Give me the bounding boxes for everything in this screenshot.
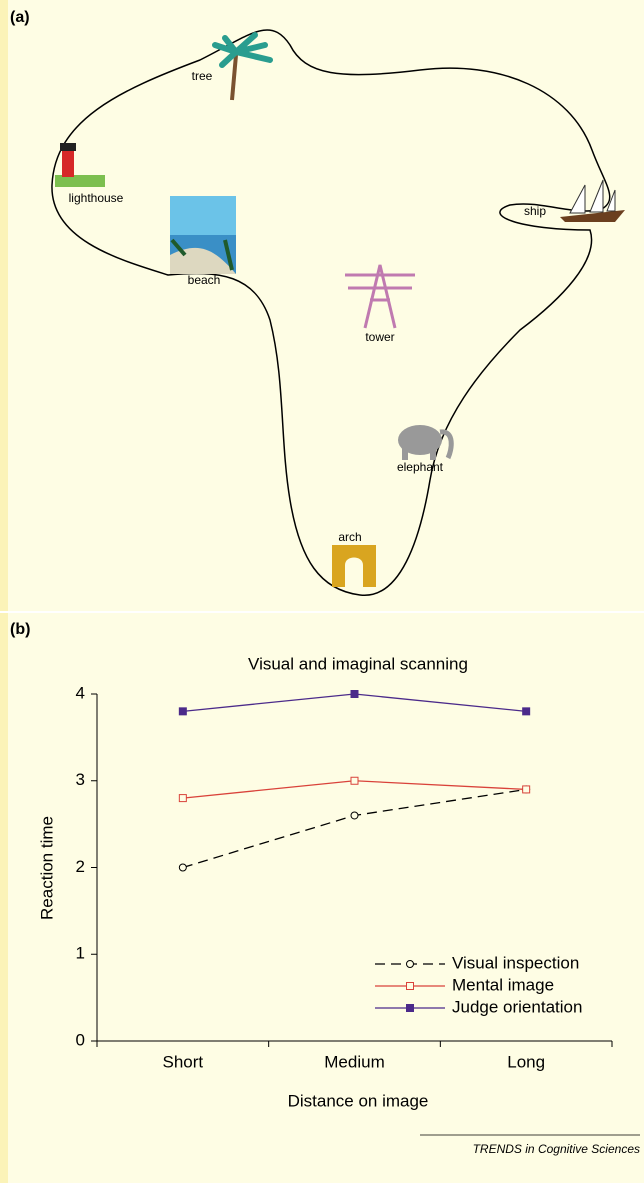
panel-label: (b) (10, 621, 30, 638)
marker (523, 786, 530, 793)
y-tick-label: 1 (76, 944, 85, 963)
marker (523, 708, 530, 715)
y-axis-label: Reaction time (37, 816, 56, 920)
marker (351, 691, 358, 698)
marker (179, 795, 186, 802)
tower-icon (345, 265, 415, 328)
x-tick-label: Short (163, 1052, 204, 1071)
footer: TRENDS in Cognitive Sciences (473, 1142, 640, 1156)
landmark-label: tower (365, 330, 394, 344)
legend-label: Judge orientation (452, 997, 582, 1016)
landmark-label: ship (524, 204, 546, 218)
landmark-label: elephant (397, 460, 444, 474)
y-tick-label: 3 (76, 770, 85, 789)
elephant-icon (398, 425, 451, 460)
y-tick-label: 4 (76, 683, 85, 702)
y-tick-label: 2 (76, 857, 85, 876)
landmark-label: beach (188, 273, 221, 287)
beach-icon (170, 196, 236, 274)
island-outline (52, 30, 610, 595)
marker (179, 708, 186, 715)
arch-icon (332, 545, 376, 587)
y-tick-label: 0 (76, 1030, 85, 1049)
panel-label: (a) (10, 9, 30, 26)
page: (a) tree lighthouse beach ship tower ele… (0, 0, 644, 1183)
chart-title: Visual and imaginal scanning (248, 654, 468, 673)
marker (351, 777, 358, 784)
legend-label: Mental image (452, 975, 554, 994)
lighthouse-icon (55, 143, 105, 187)
legend-marker (407, 983, 414, 990)
x-tick-label: Medium (324, 1052, 384, 1071)
ship-icon (560, 180, 625, 222)
tree-icon (215, 35, 270, 100)
edge-strip (0, 0, 8, 1183)
series-line (183, 789, 526, 867)
legend-label: Visual inspection (452, 953, 579, 972)
landmark-label: tree (192, 69, 213, 83)
figure: (a) tree lighthouse beach ship tower ele… (0, 0, 644, 1183)
landmark-label: arch (338, 530, 361, 544)
marker (179, 864, 186, 871)
landmark-label: lighthouse (69, 191, 124, 205)
legend-marker (407, 961, 414, 968)
legend-marker (407, 1005, 414, 1012)
x-tick-label: Long (507, 1052, 545, 1071)
x-axis-label: Distance on image (288, 1091, 429, 1110)
marker (351, 812, 358, 819)
